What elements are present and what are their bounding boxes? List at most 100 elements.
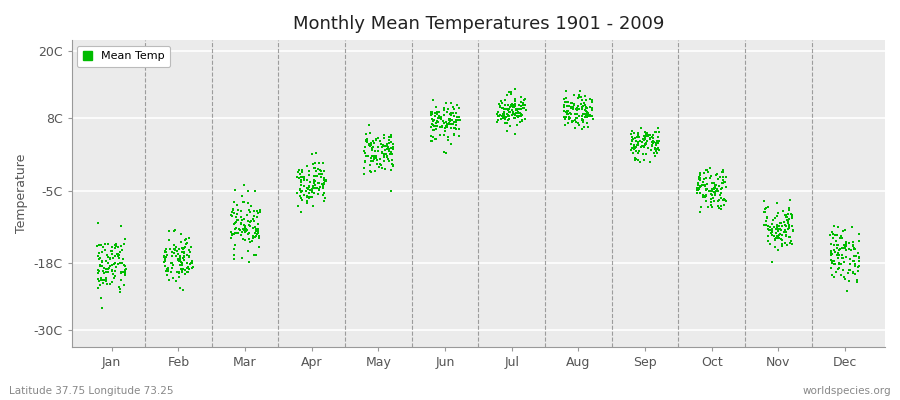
Point	[824, 232, 838, 238]
Point	[702, 165, 716, 171]
Point	[517, 100, 531, 106]
Y-axis label: Temperature: Temperature	[15, 154, 28, 233]
Point	[237, 182, 251, 188]
Point	[765, 228, 779, 235]
Text: worldspecies.org: worldspecies.org	[803, 386, 891, 396]
Point	[311, 191, 326, 198]
Point	[584, 96, 598, 103]
Point	[632, 148, 646, 155]
Point	[772, 220, 787, 226]
Point	[562, 115, 577, 121]
Point	[103, 254, 117, 261]
Point	[117, 263, 131, 269]
Point	[705, 204, 719, 211]
Point	[292, 175, 306, 181]
Point	[239, 226, 254, 233]
Point	[231, 226, 246, 232]
Point	[105, 267, 120, 274]
Point	[98, 246, 112, 253]
Point	[562, 114, 576, 120]
Point	[229, 220, 243, 226]
Point	[181, 269, 195, 275]
Point	[651, 140, 665, 146]
Point	[492, 112, 507, 118]
Point	[513, 110, 527, 116]
Point	[230, 207, 245, 213]
Point	[493, 103, 508, 109]
Point	[225, 232, 239, 238]
Point	[293, 187, 308, 194]
Point	[699, 186, 714, 192]
Point	[317, 180, 331, 186]
Point	[690, 187, 705, 194]
Point	[779, 214, 794, 221]
Point	[105, 262, 120, 268]
Point	[429, 123, 444, 130]
Point	[824, 265, 838, 272]
Point	[162, 277, 176, 283]
Point	[692, 174, 706, 180]
Point	[637, 136, 652, 142]
Point	[99, 265, 113, 272]
Point	[830, 232, 844, 238]
Point	[762, 224, 777, 230]
Point	[385, 144, 400, 150]
Point	[382, 148, 396, 155]
Point	[626, 144, 640, 151]
Point	[558, 122, 572, 129]
Point	[111, 253, 125, 260]
Point	[297, 177, 311, 183]
Point	[712, 205, 726, 211]
Point	[786, 227, 800, 234]
Point	[562, 110, 577, 116]
Point	[248, 228, 263, 234]
Point	[650, 138, 664, 145]
Point	[824, 241, 838, 247]
Point	[180, 240, 194, 246]
Point	[310, 172, 325, 179]
Point	[163, 246, 177, 253]
Point	[782, 224, 796, 230]
Point	[308, 178, 322, 184]
Point	[93, 263, 107, 269]
Point	[446, 113, 461, 120]
Point	[557, 104, 572, 110]
Point	[644, 139, 659, 145]
Point	[773, 226, 788, 232]
Point	[240, 200, 255, 206]
Point	[373, 138, 387, 144]
Point	[385, 140, 400, 147]
Point	[832, 265, 846, 272]
Point	[713, 192, 727, 198]
Point	[436, 112, 451, 118]
Point	[785, 213, 799, 219]
Point	[839, 240, 853, 246]
Point	[438, 100, 453, 106]
Point	[358, 153, 373, 159]
Point	[645, 142, 660, 149]
Point	[699, 198, 714, 204]
Point	[177, 245, 192, 251]
Point	[585, 112, 599, 119]
Point	[437, 125, 452, 131]
Point	[511, 109, 526, 116]
Point	[439, 150, 454, 156]
Point	[233, 214, 248, 220]
Point	[579, 108, 593, 114]
Point	[506, 110, 520, 116]
Point	[509, 106, 524, 112]
Point	[786, 228, 800, 234]
Point	[584, 106, 598, 112]
Point	[243, 203, 257, 209]
Point	[364, 169, 378, 175]
Point	[174, 239, 188, 246]
Point	[314, 181, 328, 188]
Point	[508, 106, 523, 112]
Point	[636, 144, 651, 150]
Point	[302, 190, 316, 196]
Point	[575, 106, 590, 112]
Point	[714, 194, 728, 201]
Point	[95, 248, 110, 255]
Point	[290, 174, 304, 180]
Point	[586, 116, 600, 122]
